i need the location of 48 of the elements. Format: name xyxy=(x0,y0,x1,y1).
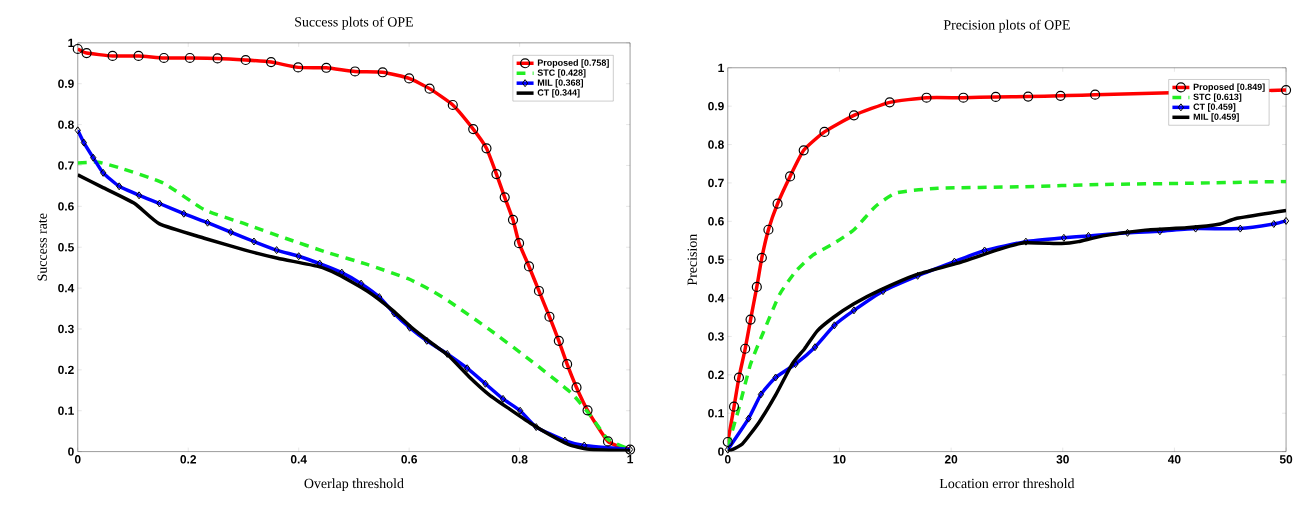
x-tick-label: 20 xyxy=(944,454,958,464)
legend-label: MIL [0.459] xyxy=(1193,113,1239,122)
legend-label: CT [0.459] xyxy=(1193,103,1236,112)
y-tick-label: 0.9 xyxy=(708,101,724,111)
legend-label: Proposed [0.849] xyxy=(1193,83,1265,92)
x-tick-label: 0.2 xyxy=(180,454,197,464)
y-tick-label: 1 xyxy=(718,63,724,72)
y-tick-label: 0.2 xyxy=(708,370,724,379)
x-tick-label: 1 xyxy=(627,454,634,464)
point xyxy=(1022,237,1030,246)
x-tick-label: 10 xyxy=(833,454,846,464)
y-tick-label: 0.3 xyxy=(708,332,724,341)
chart-title: Precision plots of OPE xyxy=(943,19,1070,33)
y-tick-label: 0.6 xyxy=(708,216,724,226)
x-tick-label: 40 xyxy=(1167,454,1181,464)
x-axis-title: Overlap threshold xyxy=(304,478,404,491)
x-tick-label: 0.6 xyxy=(401,454,418,464)
y-tick-label: 0.1 xyxy=(708,408,724,418)
x-tick-label: 0.4 xyxy=(290,454,307,464)
x-tick-label: 50 xyxy=(1279,454,1293,464)
y-tick-label: 0.4 xyxy=(708,293,725,303)
legend-label: CT [0.344] xyxy=(537,88,580,98)
y-axis-title: Precision xyxy=(687,233,697,285)
y-tick-label: 0 xyxy=(68,447,74,456)
y-tick-label: 0 xyxy=(718,447,724,456)
y-tick-label: 0.7 xyxy=(708,178,724,187)
point xyxy=(914,271,921,280)
y-axis-title: Success rate xyxy=(37,213,47,281)
y-tick-label: 0.9 xyxy=(58,79,74,88)
legend-label: Proposed [0.758] xyxy=(537,59,609,68)
y-tick-label: 0.3 xyxy=(58,324,74,334)
y-tick-label: 0.6 xyxy=(58,201,74,211)
legend-label: STC [0.613] xyxy=(1193,93,1242,102)
y-tick-label: 0.7 xyxy=(58,161,74,170)
chart-title: Success plots of OPE xyxy=(295,16,413,30)
legend-label: MIL [0.368] xyxy=(537,78,583,88)
x-axis-title: Location error threshold xyxy=(939,478,1075,488)
y-tick-label: 0.8 xyxy=(58,120,74,129)
y-tick-label: 0.8 xyxy=(708,140,724,149)
x-tick-label: 30 xyxy=(1056,454,1069,464)
y-tick-label: 1 xyxy=(68,38,74,47)
y-tick-label: 0.4 xyxy=(58,283,75,293)
y-tick-label: 0.5 xyxy=(708,255,724,264)
x-tick-label: 0.8 xyxy=(511,454,528,464)
y-tick-label: 0.5 xyxy=(58,242,74,252)
y-tick-label: 0.2 xyxy=(58,365,74,374)
y-tick-label: 0.1 xyxy=(58,406,74,415)
legend-label: STC [0.428] xyxy=(537,69,586,78)
